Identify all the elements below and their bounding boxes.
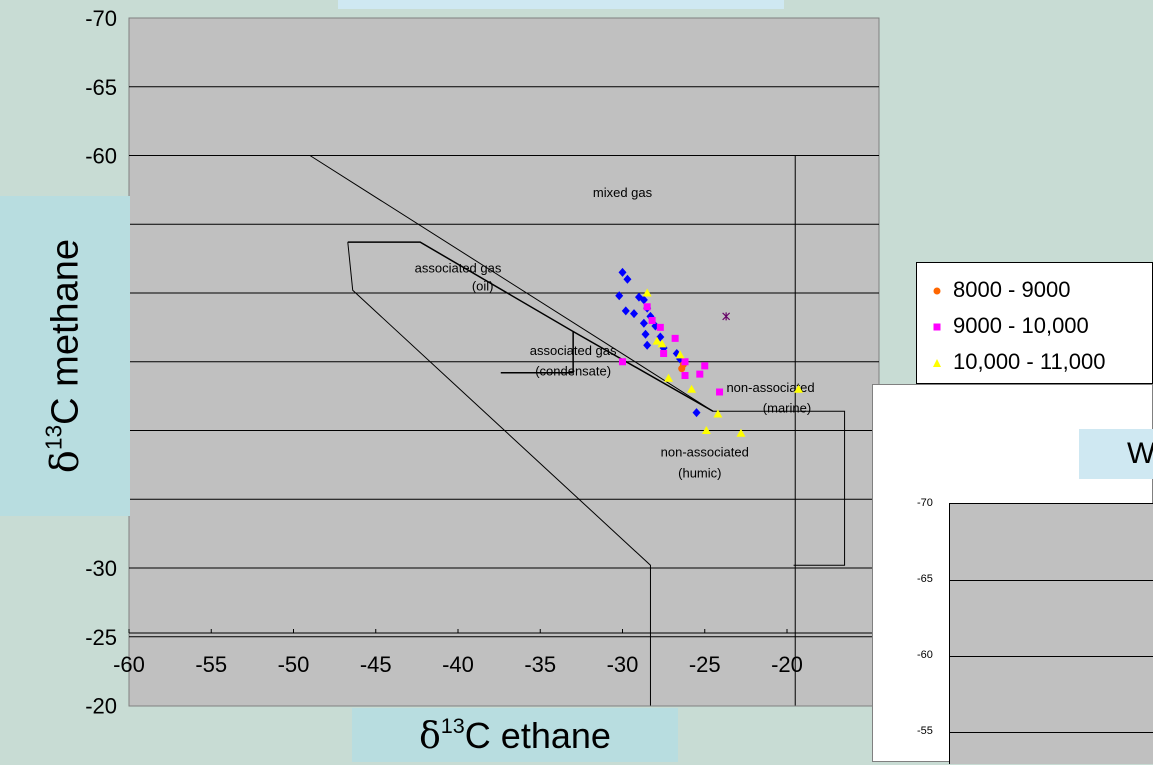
region-label: (humic) [678,465,721,480]
mixed-gas-boundary [309,155,796,706]
data-point-diamond [639,318,648,328]
x-tick-label: -40 [442,652,474,677]
y-axis-title: δ13C methane [0,196,130,516]
data-point-diamond [641,329,650,339]
region-labels: mixed gas associated gas (oil) associated g… [415,185,815,481]
region-label: non-associated [661,445,749,460]
data-point-square [643,303,651,311]
x-tick-label: -25 [689,652,721,677]
data-point-square [701,362,709,370]
data-point-square [681,358,689,366]
second-chart-y-tick: -65 [917,573,933,585]
data-point-square [619,358,626,366]
second-chart-y-tick: -60 [917,649,933,661]
x-tick-label: -20 [771,652,803,677]
second-chart-gridline [950,656,1153,657]
data-point-diamond [639,295,648,305]
x-tick-label: -35 [524,652,556,677]
data-point-square [660,350,668,357]
data-point-triangle [652,336,662,345]
second-chart-plot-area [949,503,1153,764]
data-point-triangle [794,384,804,393]
x-tick-label: -45 [360,652,392,677]
data-point-diamond [692,408,701,418]
data-point-square [696,370,704,378]
data-point-square [716,388,724,396]
y-tick-label: -70 [85,6,117,31]
data-point-triangle [713,409,723,418]
condensate-region-boundary [347,242,651,706]
data-point-triangle [657,339,667,348]
region-label: (marine) [763,401,811,416]
region-label: (oil) [472,278,494,293]
y-axis: -70 -65 -60 -30 -25 -20 [85,6,117,719]
data-point-triangle [642,288,652,297]
boundary-segment [572,330,714,412]
y-tick-label: -20 [85,694,117,719]
data-point-square [671,334,679,342]
region-label: mixed gas [593,185,653,200]
second-chart-gridline [950,732,1153,733]
data-points [615,267,804,437]
legend-triangle-marker [933,359,941,368]
second-chart-panel: W -70 -65 -60 -55 [872,384,1153,764]
region-label: associated gas [530,343,617,358]
data-point-diamond [621,306,630,316]
data-point-square [656,323,664,331]
region-label: (condensate) [535,364,611,379]
legend-item-10000-11000: 10,000 - 11,000 [931,349,1106,375]
chart-title-box [338,0,784,9]
legend-item-9000-10000: 9000 - 10,000 [931,313,1089,339]
data-point-diamond [618,267,627,277]
region-label: associated gas [415,260,502,275]
second-chart-y-tick: -70 [917,497,933,509]
data-point-diamond [623,274,632,284]
x-axis: -60 -55 -50 -45 -40 -35 -30 -25 -20 [113,629,879,677]
x-tick-label: -30 [607,652,639,677]
second-chart-gridline [950,580,1153,581]
gas-region-boundaries [309,155,846,706]
legend-square-marker [933,323,941,331]
data-point-square [681,372,689,379]
x-tick-label: -55 [195,652,227,677]
mixed-gas-lower-boundary [309,155,846,566]
data-point-triangle [687,384,697,393]
data-point-square [648,317,656,324]
second-chart-y-tick: -55 [917,725,933,737]
data-point-diamond [615,291,624,301]
data-point-diamond [643,340,652,350]
y-tick-label: -25 [85,625,117,650]
y-tick-label: -60 [85,144,117,169]
x-axis-title: δ13C ethane [352,708,678,762]
data-point-star [722,312,731,321]
y-tick-label: -30 [85,556,117,581]
data-point-triangle [736,428,746,437]
legend-item-8000-9000: 8000 - 9000 [931,277,1070,303]
region-label: non-associated [726,380,814,395]
data-point-triangle [701,426,711,434]
data-point-triangle [664,373,674,382]
x-tick-label: -50 [278,652,310,677]
legend: 8000 - 9000 9000 - 10,000 10,000 - 11,00… [916,262,1153,384]
legend-circle-marker [933,287,941,295]
second-chart-title: W [1079,429,1153,479]
data-point-diamond [630,309,639,319]
data-point-triangle [675,350,685,359]
y-tick-label: -65 [85,75,117,100]
x-tick-label: -60 [113,652,145,677]
